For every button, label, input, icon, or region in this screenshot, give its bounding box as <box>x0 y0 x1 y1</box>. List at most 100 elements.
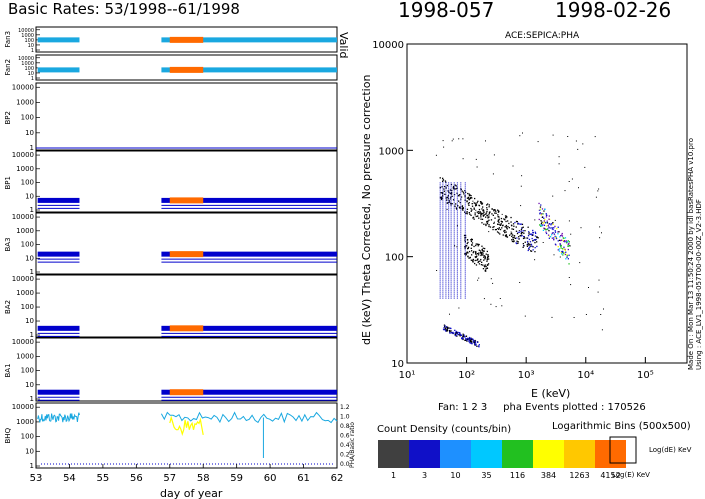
pha-point <box>565 258 567 260</box>
pha-point <box>500 224 502 226</box>
pha-x-tick-label: 10² <box>458 370 475 381</box>
pha-point <box>461 206 463 208</box>
pha-point <box>469 340 472 343</box>
pha-point <box>571 178 573 180</box>
pha-point <box>500 223 502 225</box>
pha-point <box>490 278 492 280</box>
pha-point <box>462 158 464 160</box>
pha-point <box>471 242 474 244</box>
pha-point <box>463 234 466 237</box>
pha-point <box>473 341 476 343</box>
pha-x-tick-label: 10¹ <box>399 370 416 381</box>
pha-point <box>488 212 490 214</box>
pha-point <box>474 256 476 258</box>
y-tick-label: 1 <box>30 395 34 403</box>
pha-point <box>532 239 535 242</box>
pha-point <box>446 196 449 199</box>
pha-point <box>579 262 581 264</box>
pha-point <box>513 235 515 237</box>
pha-point <box>558 248 560 250</box>
pha-point <box>442 179 444 181</box>
pha-point <box>568 263 570 265</box>
pha-point <box>492 214 494 216</box>
pha-point <box>472 259 474 261</box>
pha-point <box>446 208 448 210</box>
pha-point <box>471 244 473 246</box>
series-highlight <box>169 389 204 396</box>
series-highlight <box>169 415 204 436</box>
pha-point <box>531 237 533 240</box>
series-band <box>37 37 80 43</box>
pha-point <box>455 207 457 209</box>
pha-point <box>454 329 456 331</box>
pha-point <box>472 200 474 202</box>
y-tick-label: 10000 <box>12 83 34 91</box>
pha-point <box>471 205 474 207</box>
pha-point <box>466 197 469 199</box>
pha-point <box>470 259 472 261</box>
y-tick-label: 100 <box>24 38 34 44</box>
pha-point <box>551 227 553 229</box>
pha-point <box>477 200 479 202</box>
pha-point <box>486 207 488 209</box>
pha-point <box>481 222 483 224</box>
y-tick-label: 10 <box>25 254 34 262</box>
pha-point <box>555 237 557 239</box>
pha-point <box>482 264 484 266</box>
pha-point <box>464 237 466 239</box>
pha-point <box>565 240 567 242</box>
pha-point <box>552 228 554 231</box>
pha-point <box>474 339 476 342</box>
pha-point <box>503 230 505 232</box>
pha-point <box>551 232 553 235</box>
pha-point <box>562 237 564 239</box>
pha-point <box>444 193 446 195</box>
pha-point <box>560 239 562 242</box>
pha-point <box>566 241 569 243</box>
panel-frame <box>35 212 338 275</box>
pha-point <box>469 339 472 341</box>
pha-point <box>474 342 476 345</box>
pha-point <box>474 212 476 214</box>
pha-point <box>518 238 520 240</box>
pha-point <box>528 233 530 235</box>
pha-point <box>554 243 557 245</box>
pha-point <box>534 247 536 249</box>
pha-point <box>497 209 499 211</box>
pha-point <box>475 205 477 207</box>
pha-point <box>456 246 458 248</box>
pha-point <box>558 250 561 252</box>
pha-point <box>507 220 509 222</box>
x-axis-label: day of year <box>160 487 223 499</box>
pha-point <box>554 225 556 228</box>
pha-point <box>520 230 522 232</box>
pha-point <box>466 340 468 342</box>
pha-point <box>504 234 507 237</box>
x-tick-label: 53 <box>30 473 43 484</box>
pha-point <box>532 240 534 242</box>
pha-point <box>485 216 487 218</box>
pha-point <box>505 220 507 223</box>
pha-point <box>475 343 477 345</box>
pha-point <box>469 338 472 340</box>
pha-point <box>529 241 532 243</box>
pha-point <box>469 339 471 341</box>
legend-value: 1 <box>391 471 396 480</box>
pha-point <box>545 225 548 227</box>
pha-point <box>502 225 504 227</box>
pha-point <box>478 249 480 251</box>
pha-point <box>463 334 465 336</box>
pha-point <box>502 234 504 236</box>
y-tick-label: 10000 <box>12 213 34 221</box>
pha-point <box>557 240 559 242</box>
y-tick-label: 10 <box>28 43 34 49</box>
pha-point <box>560 246 562 248</box>
pha-point <box>543 224 546 226</box>
pha-point <box>544 208 546 211</box>
pha-point <box>454 245 456 247</box>
pha-point <box>497 219 500 222</box>
pha-point <box>462 333 464 335</box>
pha-point <box>504 226 506 228</box>
pha-point <box>459 194 461 196</box>
